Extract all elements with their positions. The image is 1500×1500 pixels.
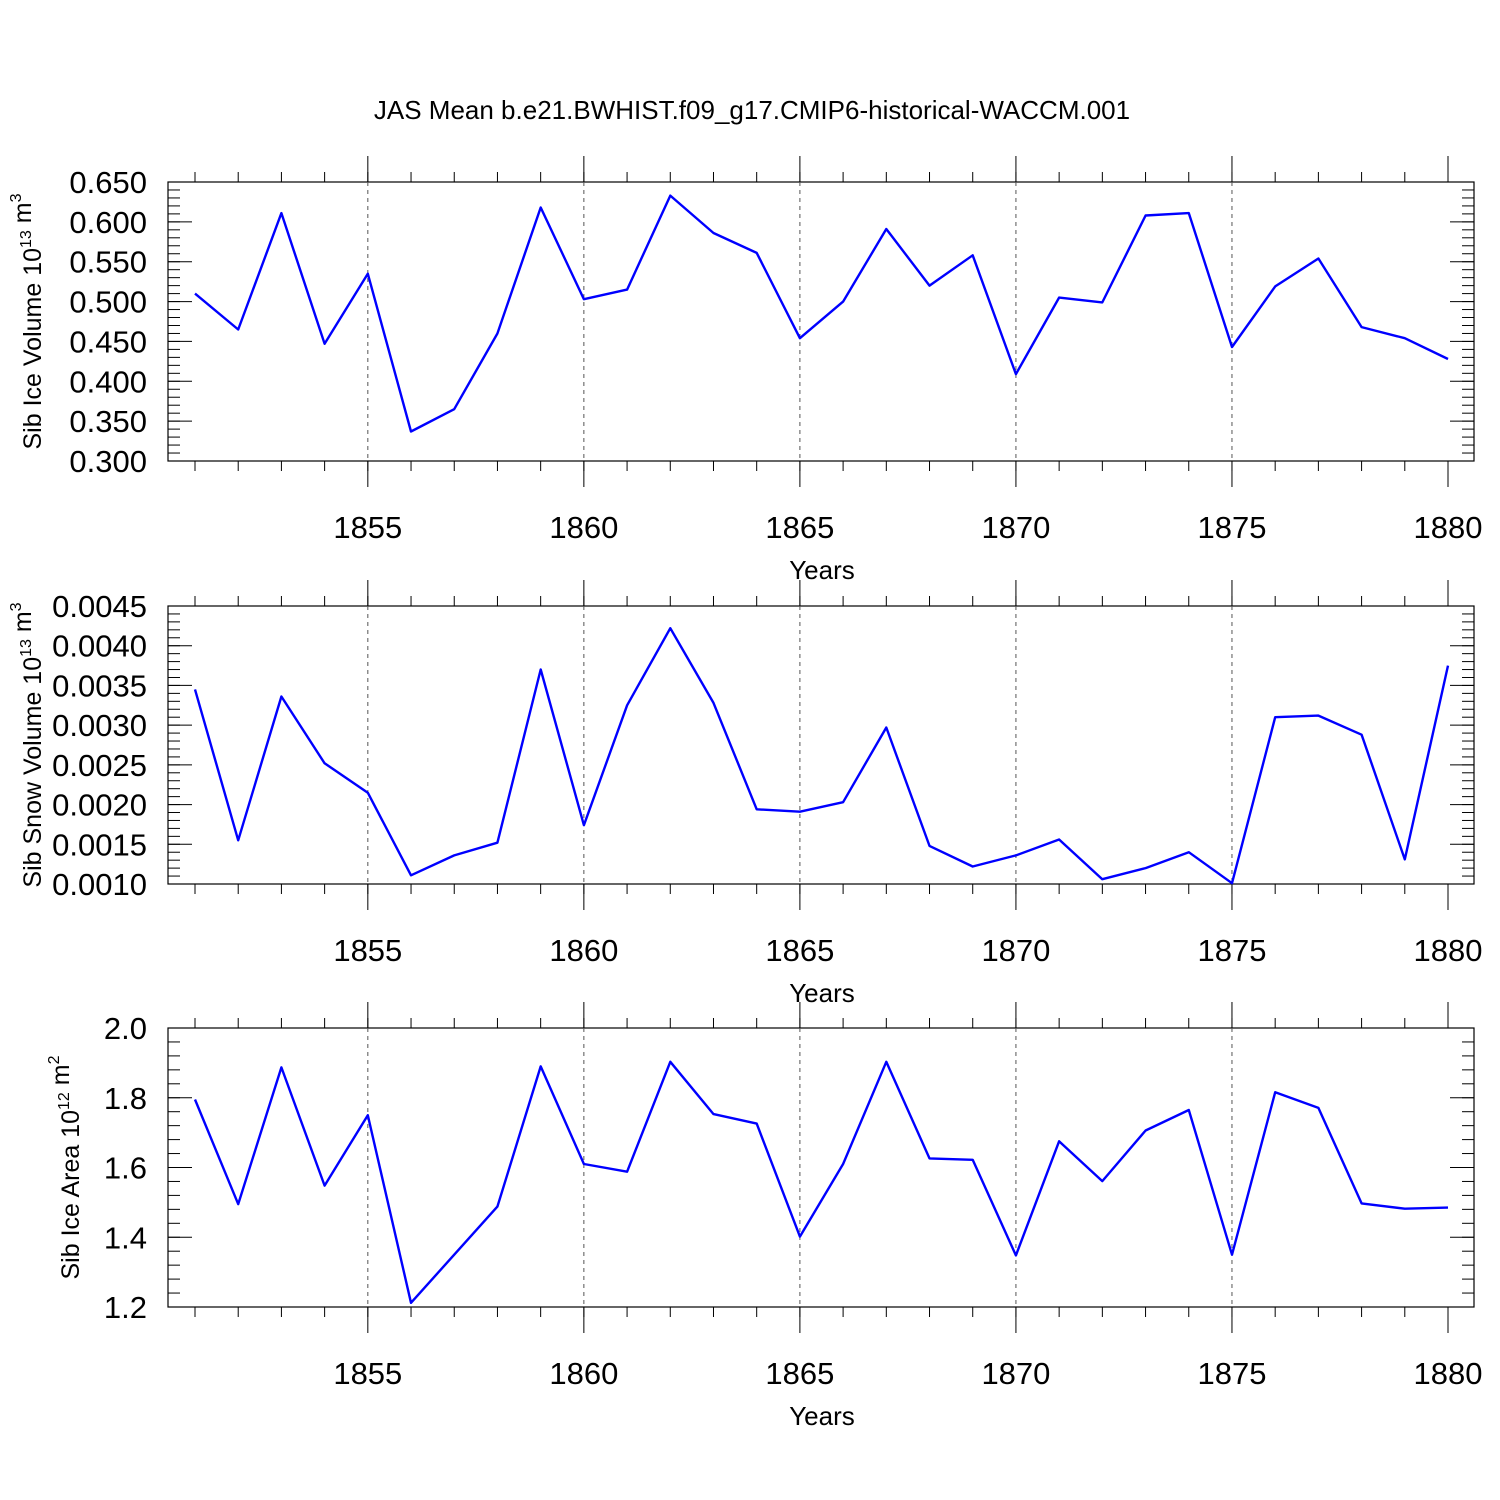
y-axis-label: Sib Snow Volume 1013 m3 [8,602,47,887]
x-tick-label: 1860 [549,510,618,545]
y-tick-label: 1.2 [104,1290,147,1325]
x-tick-label: 1880 [1414,510,1483,545]
y-axis-label-part: Sib Ice Volume 10 [19,248,47,450]
x-tick-label: 1870 [981,510,1050,545]
y-tick-label: 0.650 [69,165,147,200]
x-tick-label: 1875 [1197,1356,1266,1391]
x-tick-label: 1880 [1414,933,1483,968]
y-tick-label: 0.300 [69,444,147,479]
y-tick-label: 0.0030 [52,708,147,743]
x-tick-label: 1855 [333,1356,402,1391]
y-axis-label-part: Sib Ice Area 10 [57,1110,85,1280]
plot-frame [167,605,1475,885]
x-axis-label: Years [789,978,855,1008]
x-tick-label: 1870 [981,1356,1050,1391]
x-tick-label: 1865 [765,510,834,545]
y-axis-label: Sib Ice Area 1012 m2 [46,1055,85,1279]
y-axis-label-superscript: 2 [46,1055,63,1064]
plot-frame [167,181,1475,462]
series-line-1 [193,627,1450,885]
y-tick-label: 0.0020 [52,788,147,823]
y-axis-label-part: m [9,611,37,639]
panels: 1855 1860 1865 1870 1875 1880 Years 0.300 0.350 0… [8,156,1482,1431]
x-tick-label: 1870 [981,933,1050,968]
y-tick-label: 0.0025 [52,748,147,783]
y-axis-label-part: Sib Snow Volume 10 [19,657,47,888]
x-axis-label: Years [789,555,855,585]
chart-panel-2: 1855 1860 1865 1870 1875 1880 Years 0.0010 0.001… [8,580,1482,1008]
series-line-1 [193,1060,1449,1305]
y-tick-label: 1.6 [104,1151,147,1186]
y-axis-label-superscript: 13 [18,639,35,657]
chart-panel-3: 1855 1860 1865 1870 1875 1880 Years 1.2 1.4 1.6 1.… [46,1002,1482,1431]
series-line-1 [194,194,1449,433]
x-tick-label: 1860 [549,1356,618,1391]
x-tick-label: 1875 [1197,510,1266,545]
y-axis-label-superscript: 3 [8,193,25,202]
y-tick-label: 0.0045 [52,589,147,624]
y-tick-label: 0.350 [69,404,147,439]
y-axis-label-superscript: 12 [56,1092,73,1110]
x-tick-label: 1875 [1197,933,1266,968]
y-tick-label: 0.0040 [52,629,147,664]
x-tick-label: 1855 [333,510,402,545]
y-tick-label: 0.500 [69,285,147,320]
x-tick-label: 1880 [1414,1356,1483,1391]
x-axis-label: Years [789,1401,855,1431]
y-tick-label: 1.8 [104,1081,147,1116]
y-axis-label-part: m [9,202,37,230]
y-tick-label: 0.0015 [52,827,147,862]
plot-frame [167,1027,1475,1308]
figure-title: JAS Mean b.e21.BWHIST.f09_g17.CMIP6-hist… [374,95,1130,125]
y-tick-label: 0.0010 [52,867,147,902]
y-tick-label: 0.550 [69,245,147,280]
y-axis-label-superscript: 13 [18,230,35,248]
chart-panel-1: 1855 1860 1865 1870 1875 1880 Years 0.300 0.350 0… [8,156,1482,585]
x-tick-label: 1860 [549,933,618,968]
y-axis-label-part: m [47,1064,75,1092]
y-tick-label: 1.4 [104,1220,147,1255]
x-tick-label: 1855 [333,933,402,968]
y-tick-label: 0.0035 [52,668,147,703]
y-tick-label: 0.450 [69,324,147,359]
x-tick-label: 1865 [765,933,834,968]
y-axis-label: Sib Ice Volume 1013 m3 [8,193,47,449]
y-axis-label-superscript: 3 [8,602,25,611]
x-tick-label: 1865 [765,1356,834,1391]
y-tick-label: 0.400 [69,364,147,399]
y-tick-label: 2.0 [104,1011,147,1046]
y-tick-label: 0.600 [69,205,147,240]
